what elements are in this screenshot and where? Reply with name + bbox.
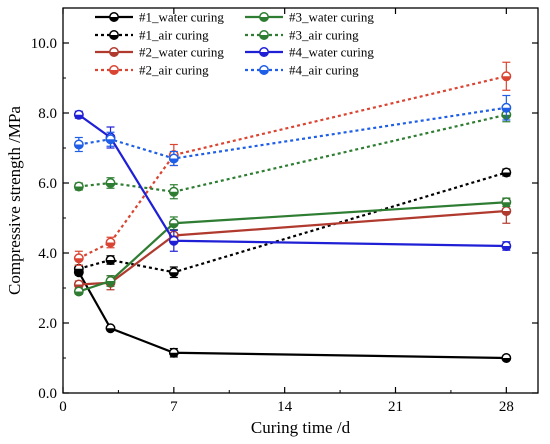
legend-item: #3_air curing	[245, 28, 359, 43]
x-tick-label: 28	[499, 399, 514, 415]
data-point-fill	[74, 291, 84, 296]
series	[73, 109, 512, 252]
legend-label: #3_air curing	[289, 28, 359, 43]
data-point-fill	[502, 358, 511, 363]
legend-label: #4_air curing	[289, 63, 359, 78]
y-tick-label: 2.0	[38, 316, 57, 332]
series-line	[78, 106, 507, 160]
legend-swatch-fill	[109, 52, 119, 57]
series-line	[78, 209, 507, 286]
data-point-fill	[74, 268, 84, 273]
data-point-fill	[74, 272, 84, 277]
series-layer	[73, 61, 512, 363]
data-point-fill	[74, 144, 84, 149]
legend-item: #4_air curing	[245, 63, 359, 78]
legend-swatch-fill	[259, 17, 269, 22]
data-point-fill	[169, 240, 179, 245]
data-point-fill	[169, 272, 179, 277]
data-point-fill	[169, 223, 179, 228]
legend-swatch-fill	[259, 70, 269, 75]
data-point-fill	[502, 107, 511, 112]
data-point-fill	[502, 202, 511, 207]
data-point-fill	[106, 183, 115, 188]
legend-item: #2_water curing	[95, 45, 224, 60]
data-point-fill	[106, 281, 115, 286]
data-point-fill	[502, 211, 511, 216]
series-line	[78, 201, 507, 293]
legend-label: #3_water curing	[289, 10, 374, 25]
y-tick-label: 10.0	[31, 36, 57, 52]
data-point-fill	[74, 186, 84, 191]
legend-label: #1_water curing	[139, 10, 224, 25]
legend-item: #1_air curing	[95, 28, 209, 43]
data-point-fill	[502, 246, 511, 251]
data-point-fill	[106, 328, 115, 333]
legend-swatch-fill	[109, 17, 119, 22]
legend-item: #4_water curing	[245, 45, 374, 60]
x-tick-label: 7	[170, 399, 178, 415]
legend-item: #1_water curing	[95, 10, 224, 25]
x-axis-title: Curing time /d	[251, 418, 351, 437]
legend-label: #1_air curing	[139, 28, 209, 43]
legend-label: #4_water curing	[289, 45, 374, 60]
data-point-fill	[106, 242, 115, 247]
series	[73, 107, 512, 200]
y-tick-label: 8.0	[38, 106, 57, 122]
axes: 0 7 14 21 28 0.0 2.0 4.0 6.0 8.0 10.0	[31, 7, 539, 415]
series-line	[78, 113, 507, 193]
series-line	[77, 271, 507, 360]
data-point-fill	[169, 352, 179, 357]
series	[73, 267, 512, 363]
plot-frame	[62, 7, 539, 394]
data-point-fill	[169, 191, 179, 196]
legend-label: #2_water curing	[139, 45, 224, 60]
series	[73, 197, 512, 297]
data-point-fill	[74, 114, 84, 119]
series-line	[78, 75, 507, 260]
legend-label: #2_air curing	[139, 63, 209, 78]
legend-item: #2_air curing	[95, 63, 209, 78]
data-point-fill	[502, 76, 511, 81]
data-point-fill	[106, 139, 115, 144]
legend-swatch-fill	[259, 35, 269, 40]
x-tick-label: 21	[388, 399, 403, 415]
legend-item: #3_water curing	[245, 10, 374, 25]
y-tick-label: 6.0	[38, 176, 57, 192]
data-point-fill	[106, 260, 115, 265]
legend-swatch-fill	[109, 35, 119, 40]
legend-swatch-fill	[259, 52, 269, 57]
data-point-fill	[502, 172, 511, 177]
y-axis-title: Compressive strength /MPa	[5, 106, 24, 295]
series-line	[78, 113, 507, 248]
x-tick-label: 14	[277, 399, 293, 415]
y-tick-label: 4.0	[38, 246, 57, 262]
legend: #1_water curing #1_air curing #2_water cur…	[95, 10, 374, 78]
data-point-fill	[74, 258, 84, 263]
series	[73, 94, 512, 167]
legend-swatch-fill	[109, 70, 119, 75]
data-point-fill	[169, 158, 179, 163]
x-tick-label: 0	[59, 399, 67, 415]
y-tick-label: 0.0	[38, 386, 57, 402]
